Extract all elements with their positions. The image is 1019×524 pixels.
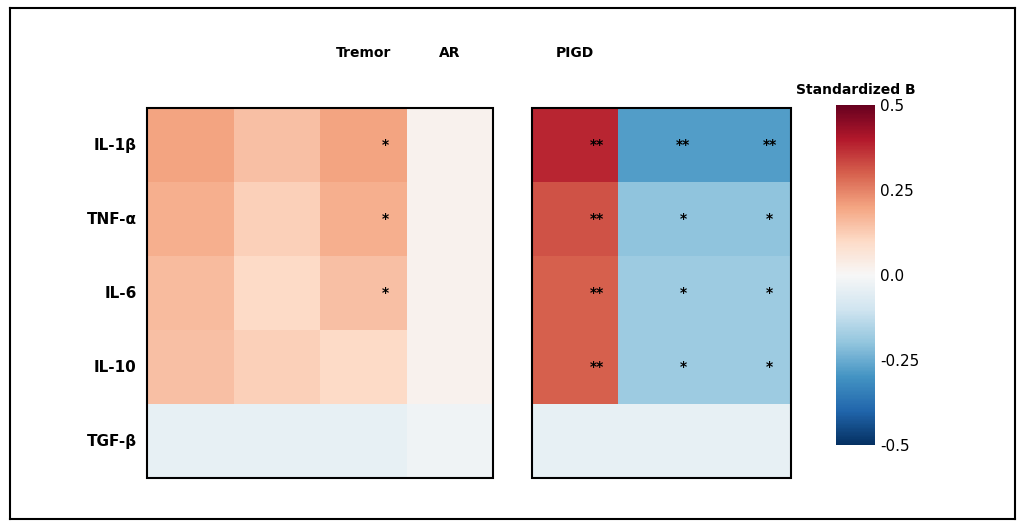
Bar	[407, 405, 492, 478]
Text: **: **	[589, 287, 603, 300]
Bar	[407, 182, 492, 256]
Bar	[147, 256, 233, 331]
Bar	[407, 331, 492, 405]
Bar	[531, 256, 618, 331]
Text: IL-1β: IL-1β	[94, 138, 137, 153]
Text: *: *	[679, 287, 686, 300]
Bar	[704, 405, 791, 478]
Bar	[233, 182, 320, 256]
Bar	[233, 256, 320, 331]
Text: *: *	[381, 212, 388, 226]
Bar	[618, 182, 704, 256]
Text: *: *	[381, 287, 388, 300]
Bar	[147, 331, 233, 405]
Bar	[618, 331, 704, 405]
Bar	[531, 405, 618, 478]
Bar	[618, 256, 704, 331]
Bar	[233, 331, 320, 405]
Bar	[320, 182, 407, 256]
Bar	[531, 182, 618, 256]
Text: *: *	[679, 361, 686, 375]
Bar	[233, 108, 320, 182]
Text: **: **	[589, 138, 603, 152]
Text: **: **	[676, 138, 690, 152]
Text: IL-6: IL-6	[104, 286, 137, 301]
Text: AR: AR	[438, 47, 460, 60]
Bar	[407, 108, 492, 182]
Text: **: **	[589, 212, 603, 226]
Bar	[147, 182, 233, 256]
Text: Tremor: Tremor	[335, 47, 390, 60]
Text: *: *	[765, 212, 772, 226]
Bar	[407, 256, 492, 331]
Bar	[618, 405, 704, 478]
Bar	[320, 405, 407, 478]
Text: *: *	[679, 212, 686, 226]
Text: IL-10: IL-10	[94, 360, 137, 375]
Bar	[704, 256, 791, 331]
Bar	[320, 256, 407, 331]
Bar	[320, 331, 407, 405]
Text: **: **	[589, 361, 603, 375]
Title: Standardized B: Standardized B	[795, 83, 915, 97]
Bar	[147, 108, 233, 182]
Bar	[147, 108, 492, 478]
Text: *: *	[381, 138, 388, 152]
Bar	[320, 108, 407, 182]
Bar	[233, 405, 320, 478]
Bar	[704, 182, 791, 256]
Text: *: *	[765, 287, 772, 300]
Bar	[531, 108, 618, 182]
Text: TGF-β: TGF-β	[87, 434, 137, 449]
Text: PIGD: PIGD	[555, 47, 594, 60]
Text: TNF-α: TNF-α	[87, 212, 137, 227]
Bar	[147, 405, 233, 478]
Text: *: *	[765, 361, 772, 375]
Bar	[704, 331, 791, 405]
Text: **: **	[762, 138, 776, 152]
Bar	[618, 108, 704, 182]
Bar	[531, 331, 618, 405]
Bar	[704, 108, 791, 182]
Bar	[531, 108, 791, 478]
